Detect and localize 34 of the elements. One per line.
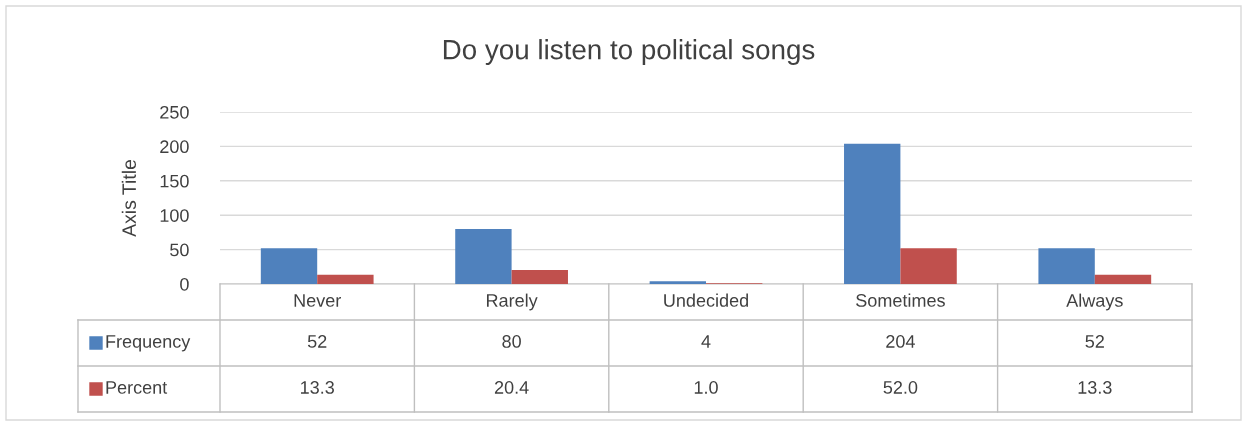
legend-label: Percent [106, 381, 168, 394]
y-tick-label: 150 [160, 174, 189, 188]
y-tick-label: 50 [170, 243, 189, 257]
data-label: 52 [307, 335, 327, 348]
data-label: 1.0 [694, 381, 718, 394]
bar [511, 269, 568, 284]
bar [844, 143, 901, 284]
chart-title: Do you listen to political songs [443, 39, 815, 65]
bar [649, 281, 706, 284]
x-tick-label: Always [1066, 293, 1123, 311]
x-tick-label: Sometimes [856, 293, 945, 307]
data-label: 52 [1085, 335, 1104, 348]
data-label: 80 [502, 335, 521, 348]
bar [317, 274, 374, 284]
y-tick-label: 0 [180, 277, 189, 291]
x-tick-label: Undecided [664, 293, 748, 307]
bar [1094, 274, 1152, 284]
data-label: 52.0 [883, 381, 918, 394]
y-tick-label: 250 [160, 105, 189, 119]
data-label: 4 [701, 335, 711, 348]
x-tick-label: Never [294, 294, 341, 307]
data-label: 13.3 [1078, 381, 1112, 394]
bar [455, 228, 512, 284]
y-tick-label: 100 [160, 209, 189, 222]
data-label: 13.3 [301, 381, 334, 394]
data-label: 20.4 [494, 381, 529, 394]
bar [260, 248, 318, 284]
bar [900, 248, 957, 284]
y-axis-title: Axis Title [121, 159, 137, 237]
x-tick-label: Rarely [487, 293, 538, 311]
data-label: 204 [886, 335, 915, 348]
y-tick-label: 200 [160, 140, 189, 154]
bar [1038, 248, 1095, 284]
legend-label: Frequency [106, 335, 191, 352]
